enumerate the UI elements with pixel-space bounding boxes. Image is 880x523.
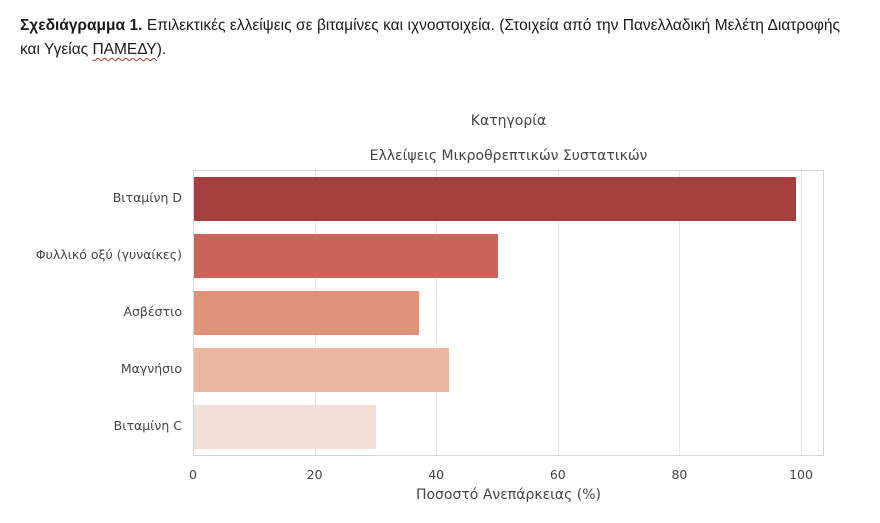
legend-title: Κατηγορία (470, 113, 547, 129)
y-tick-label: Μαγνήσιο (120, 361, 182, 377)
y-tick-label: Φυλλικό οξύ (γυναίκες) (35, 246, 182, 262)
bar (194, 291, 419, 335)
caption-label: Σχεδιάγραμμα 1. (20, 17, 143, 34)
caption-tail: ). (156, 41, 167, 58)
grid-line (679, 171, 681, 455)
bar (194, 176, 796, 221)
y-tick-label: Ασβέστιο (123, 304, 182, 319)
caption-text: Επιλεκτικές ελλείψεις σε βιταμίνες και ι… (20, 17, 840, 58)
grid-line (557, 171, 559, 455)
x-tick-label: 40 (428, 467, 445, 482)
bar (194, 233, 498, 278)
grid-line (801, 171, 802, 455)
x-tick-label: 60 (549, 467, 566, 482)
y-tick-label: Βιταμίνη C (113, 418, 182, 434)
grid-line (436, 171, 438, 455)
figure-caption: Σχεδιάγραμμα 1. Επιλεκτικές ελλείψεις σε… (20, 14, 840, 62)
bar (194, 405, 377, 450)
chart-title: Ελλείψεις Μικροθρεπτικών Συστατικών (369, 148, 648, 164)
x-axis-label: Ποσοστό Ανεπάρκειας (%) (415, 487, 602, 503)
caption-abbreviation: ΠΑΜΕΔΥ (92, 41, 157, 58)
plot-area (193, 170, 824, 456)
x-tick-label: 20 (306, 467, 323, 482)
x-tick-label: 0 (189, 467, 197, 482)
x-tick-label: 80 (671, 467, 688, 482)
y-tick-label: Βιταμίνη D (112, 189, 182, 205)
x-tick-label: 100 (789, 467, 813, 482)
bar (194, 348, 450, 393)
